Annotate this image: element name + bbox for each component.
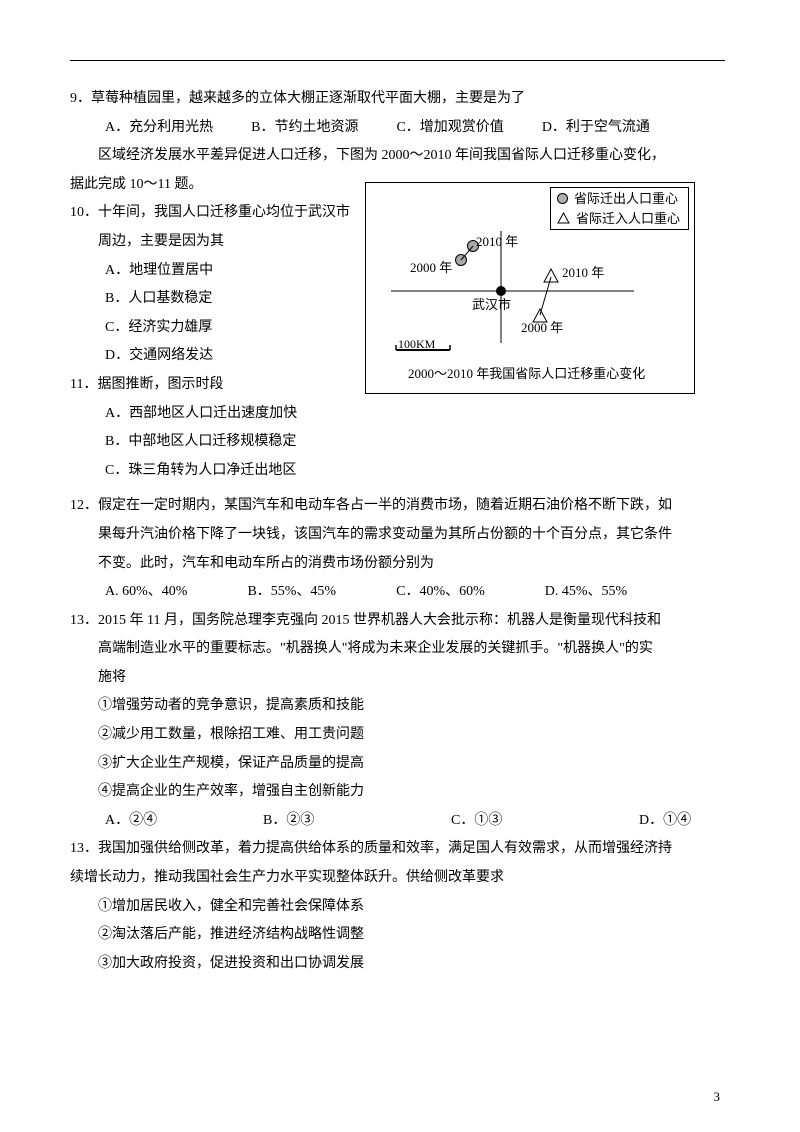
- q13a-opt-b: B．②③: [263, 808, 413, 835]
- q9-opt-b: B．节约土地资源: [251, 115, 358, 142]
- q13a-s2: ②减少用工数量，根除招工难、用工贵问题: [70, 722, 730, 749]
- q13b-s3: ③加大政府投资，促进投资和出口协调发展: [70, 951, 730, 978]
- label-2010-out: 2010 年: [476, 230, 518, 255]
- q13b-l1: 13．我国加强供给侧改革，着力提高供给体系的质量和效率，满足国人有效需求，从而增…: [70, 836, 730, 863]
- q13a-opt-c: C．①③: [451, 808, 601, 835]
- q13a-l1: 13．2015 年 11 月，国务院总理李克强向 2015 世界机器人大会批示称…: [70, 608, 730, 635]
- q13a-l2: 高端制造业水平的重要标志。"机器换人"将成为未来企业发展的关键抓手。"机器换人"…: [70, 636, 730, 663]
- q12-l3: 不变。此时，汽车和电动车所占的消费市场份额分别为: [70, 551, 730, 578]
- q9-options: A．充分利用光热 B．节约土地资源 C．增加观赏价值 D．利于空气流通: [70, 115, 730, 142]
- q12-opt-b: B．55%、45%: [247, 579, 336, 606]
- q13a-s1: ①增强劳动者的竞争意识，提高素质和技能: [70, 693, 730, 720]
- label-2000-out: 2000 年: [410, 256, 452, 281]
- q13b-l2: 续增长动力，推动我国社会生产力水平实现整体跃升。供给侧改革要求: [70, 865, 730, 892]
- top-rule: [70, 60, 725, 61]
- q13a-s3: ③扩大企业生产规模，保证产品质量的提高: [70, 751, 730, 778]
- q13a-opt-a: A．②④: [105, 808, 225, 835]
- q12-l1: 12．假定在一定时期内，某国汽车和电动车各占一半的消费市场，随着近期石油价格不断…: [70, 493, 730, 520]
- label-scale: 100KM: [398, 333, 435, 356]
- q12-opt-c: C．40%、60%: [396, 579, 485, 606]
- label-wuhan: 武汉市: [472, 293, 511, 318]
- diagram-caption: 2000～2010 年我国省际人口迁移重心变化: [408, 362, 645, 387]
- q13a-s4: ④提高企业的生产效率，增强自主创新能力: [70, 779, 730, 806]
- q13a-l3: 施将: [70, 665, 730, 692]
- page-number: 3: [714, 1085, 721, 1110]
- q13b-s1: ①增加居民收入，健全和完善社会保障体系: [70, 894, 730, 921]
- q9-opt-d: D．利于空气流通: [542, 115, 650, 142]
- q9-opt-c: C．增加观赏价值: [396, 115, 503, 142]
- q11-opt-a: A．西部地区人口迁出速度加快: [70, 401, 730, 428]
- q11-opt-b: B．中部地区人口迁移规模稳定: [70, 429, 730, 456]
- q12-opt-d: D. 45%、55%: [545, 579, 627, 606]
- q9-opt-a: A．充分利用光热: [105, 115, 213, 142]
- q13b-s2: ②淘汰落后产能，推进经济结构战略性调整: [70, 922, 730, 949]
- q13a-options: A．②④ B．②③ C．①③ D．①④: [70, 808, 730, 835]
- q9-stem: 9．草莓种植园里，越来越多的立体大棚正逐渐取代平面大棚，主要是为了: [70, 86, 730, 113]
- q12-l2: 果每升汽油价格下降了一块钱，该国汽车的需求变动量为其所占份额的十个百分点，其它条…: [70, 522, 730, 549]
- q13a-opt-d: D．①④: [639, 808, 691, 835]
- q11-opt-c: C．珠三角转为人口净迁出地区: [70, 458, 730, 485]
- migration-diagram: 省际迁出人口重心 省际迁入人口重心: [365, 182, 695, 394]
- label-2000-in: 2000 年: [521, 316, 563, 341]
- label-2010-in: 2010 年: [562, 261, 604, 286]
- intro-10-11-l1: 区域经济发展水平差异促进人口迁移，下图为 2000～2010 年间我国省际人口迁…: [70, 143, 730, 170]
- q12-opt-a: A. 60%、40%: [105, 579, 187, 606]
- q12-options: A. 60%、40% B．55%、45% C．40%、60% D. 45%、55…: [70, 579, 730, 606]
- page-content: 9．草莓种植园里，越来越多的立体大棚正逐渐取代平面大棚，主要是为了 A．充分利用…: [70, 86, 730, 977]
